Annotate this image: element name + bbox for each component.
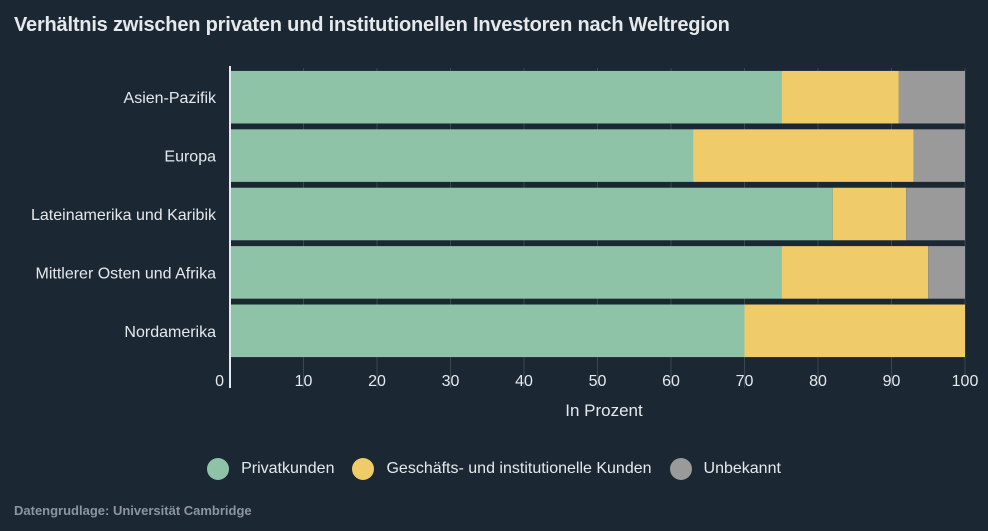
category-labels: Asien-Pazifik Europa Lateinamerika und Kar… bbox=[31, 90, 217, 341]
legend: Privatkunden Geschäfts- und institutione… bbox=[0, 458, 988, 480]
category-label: Nordamerika bbox=[124, 324, 216, 341]
x-tick-label: 0 bbox=[215, 373, 224, 390]
legend-swatch-unknown bbox=[669, 458, 692, 480]
x-tick-label: 10 bbox=[295, 373, 313, 390]
x-tick-label: 30 bbox=[442, 373, 460, 390]
x-tick-label: 80 bbox=[809, 373, 827, 390]
bar-segment[interactable] bbox=[781, 70, 899, 124]
bar-segment[interactable] bbox=[928, 246, 965, 299]
bar-segment[interactable] bbox=[230, 304, 745, 358]
legend-swatch-private bbox=[207, 458, 230, 480]
x-tick-label: 90 bbox=[883, 373, 901, 390]
x-tick-label: 100 bbox=[952, 373, 979, 390]
x-tick-label: 40 bbox=[515, 373, 533, 390]
category-label: Mittlerer Osten und Afrika bbox=[35, 265, 216, 282]
bar-segment[interactable] bbox=[230, 246, 782, 299]
bar-segment[interactable] bbox=[832, 187, 907, 241]
category-label: Europa bbox=[164, 149, 216, 166]
x-tick-label: 50 bbox=[589, 373, 607, 390]
bar-segment[interactable] bbox=[781, 246, 929, 299]
x-tick-label: 20 bbox=[368, 373, 386, 390]
chart-title: Verhältnis zwischen privaten und institu… bbox=[14, 14, 730, 36]
stacked-bar-chart: Asien-Pazifik Europa Lateinamerika und Kar… bbox=[31, 66, 978, 420]
bar-segment[interactable] bbox=[230, 187, 833, 241]
legend-swatch-institutional bbox=[352, 458, 375, 480]
bar-segment[interactable] bbox=[693, 129, 914, 182]
legend-item-unknown[interactable]: Unbekannt bbox=[669, 458, 781, 480]
category-label: Lateinamerika und Karibik bbox=[31, 207, 217, 224]
bars bbox=[230, 70, 966, 358]
source-note: Datengrudlage: Universität Cambridge bbox=[14, 503, 252, 518]
legend-item-private[interactable]: Privatkunden bbox=[207, 458, 334, 480]
legend-label-private: Privatkunden bbox=[241, 460, 335, 477]
legend-item-institutional[interactable]: Geschäfts- und institutionelle Kunden bbox=[352, 458, 652, 480]
bar-segment[interactable] bbox=[744, 304, 966, 358]
x-axis-label: In Prozent bbox=[565, 401, 643, 420]
bar-segment[interactable] bbox=[230, 70, 782, 124]
bar-segment[interactable] bbox=[898, 70, 965, 124]
x-tick-labels: 0 10 20 30 40 50 60 70 80 90 100 bbox=[215, 373, 978, 390]
bar-segment[interactable] bbox=[913, 129, 965, 182]
legend-label-institutional: Geschäfts- und institutionelle Kunden bbox=[386, 460, 652, 477]
bar-segment[interactable] bbox=[906, 187, 965, 241]
x-tick-label: 70 bbox=[736, 373, 754, 390]
legend-label-unknown: Unbekannt bbox=[703, 460, 781, 477]
bar-segment[interactable] bbox=[230, 129, 694, 182]
category-label: Asien-Pazifik bbox=[124, 90, 217, 107]
x-tick-label: 60 bbox=[662, 373, 680, 390]
